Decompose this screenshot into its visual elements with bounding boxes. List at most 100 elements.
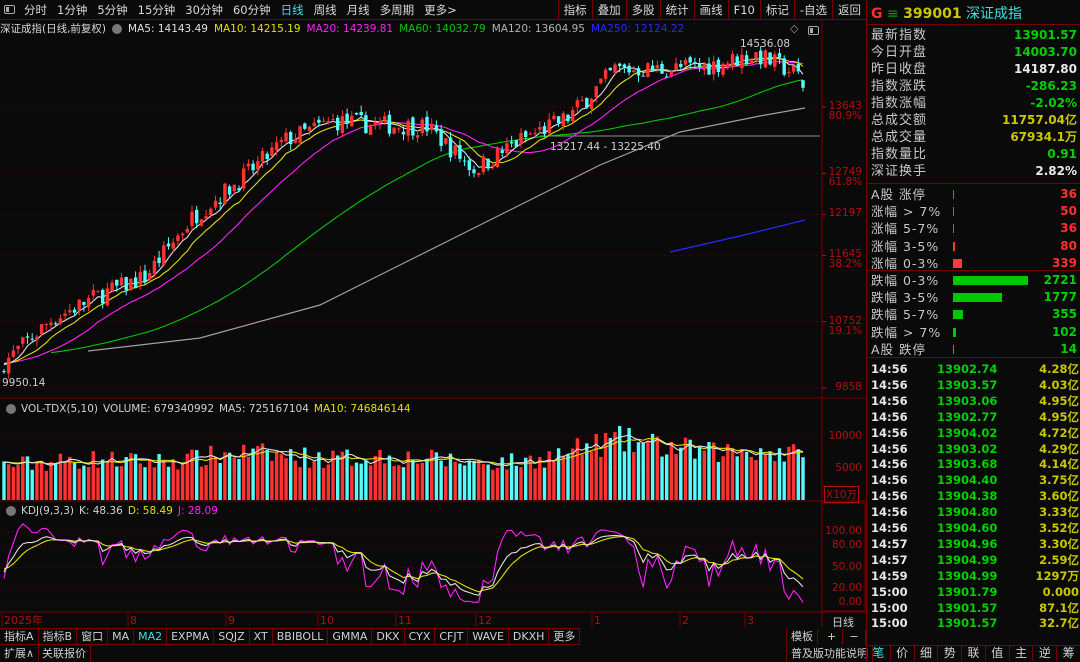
- stat-label: 深证换手: [871, 164, 928, 179]
- date-label: 2: [682, 614, 689, 627]
- volume-bar: [199, 466, 204, 500]
- toolbar-button[interactable]: -自选: [793, 0, 832, 20]
- toolbar-button[interactable]: 返回: [832, 0, 866, 20]
- indicator-tab[interactable]: MA2: [134, 629, 168, 644]
- indicator-tab[interactable]: BBIBOLL: [273, 629, 329, 644]
- quote-tab[interactable]: 值: [986, 646, 1010, 661]
- period-tab[interactable]: 更多>: [424, 2, 457, 17]
- stat-value: 67934.1万: [1010, 130, 1077, 144]
- ma5-line: [3, 56, 804, 366]
- volume-bar: [185, 453, 189, 500]
- expand-button[interactable]: 扩展∧: [0, 646, 40, 662]
- candle-body: [448, 137, 453, 158]
- quote-tab[interactable]: 细: [915, 646, 939, 661]
- toolbar-button[interactable]: 标记: [759, 0, 794, 20]
- period-tab[interactable]: 日线: [280, 2, 304, 17]
- stat-label: 指数涨跌: [871, 79, 928, 94]
- menu-icon[interactable]: ≡: [886, 6, 899, 22]
- toolbar-button[interactable]: 画线: [693, 0, 728, 20]
- kdj-indicator-name[interactable]: KDJ(9,3,3): [21, 505, 74, 517]
- candle-body: [270, 147, 274, 156]
- candle-body: [679, 64, 683, 67]
- period-tab[interactable]: 30分钟: [185, 2, 223, 17]
- toolbar-button[interactable]: F10: [727, 0, 760, 20]
- candle-body: [618, 63, 622, 66]
- indicator-tab[interactable]: GMMA: [328, 629, 373, 644]
- window-toggle-icon[interactable]: [4, 5, 15, 14]
- diamond-icon[interactable]: ◇: [790, 22, 799, 35]
- candle-body: [585, 97, 589, 108]
- period-tab[interactable]: 5分钟: [97, 2, 128, 17]
- volume-bar: [495, 467, 500, 500]
- indicator-tab[interactable]: DKX: [372, 629, 405, 644]
- volume-bar: [486, 464, 490, 500]
- period-tab[interactable]: 1分钟: [57, 2, 88, 17]
- panel-toggle-icon[interactable]: [808, 26, 819, 35]
- indicator-tab[interactable]: CYX: [405, 629, 436, 644]
- volume-bar: [632, 452, 636, 500]
- indicator-tab[interactable]: WAVE: [468, 629, 509, 644]
- template-button[interactable]: 模板: [786, 629, 818, 645]
- volume-indicator-name[interactable]: VOL-TDX(5,10): [21, 403, 99, 415]
- candle-body: [636, 68, 641, 76]
- volume-bar: [180, 463, 185, 500]
- zoom-in-button[interactable]: +: [821, 629, 843, 645]
- up-row: 涨幅 3-5% 80: [869, 238, 1079, 255]
- quote-tab[interactable]: 价: [891, 646, 915, 661]
- related-quotes-button[interactable]: 关联报价: [38, 646, 91, 662]
- period-tab[interactable]: 周线: [313, 2, 337, 17]
- volume-bar: [467, 460, 471, 500]
- indicator-tab[interactable]: XT: [250, 629, 273, 644]
- toolbar-button[interactable]: 多股: [625, 0, 660, 20]
- candle-body: [171, 242, 175, 249]
- up-bar: [953, 207, 955, 217]
- tick-amount: 3.60亿: [1039, 489, 1079, 504]
- volume-bar: [477, 459, 481, 500]
- candle-body: [293, 139, 298, 143]
- indicator-tab[interactable]: 指标B: [39, 629, 78, 644]
- volume-bar: [157, 454, 161, 500]
- indicator-tab[interactable]: MA: [108, 629, 135, 644]
- indicator-tab[interactable]: CFJT: [435, 629, 469, 644]
- indicator-tab[interactable]: DKXH: [509, 629, 550, 644]
- candle-body: [110, 282, 114, 292]
- quote-tab[interactable]: 笔: [867, 646, 891, 661]
- chevron-down-icon[interactable]: [6, 404, 16, 414]
- help-button[interactable]: 普及版功能说明: [786, 646, 873, 662]
- indicator-tab[interactable]: 指标A: [0, 629, 39, 644]
- period-tab[interactable]: 15分钟: [137, 2, 176, 17]
- volume-bar: [679, 447, 683, 500]
- chevron-down-icon[interactable]: [112, 23, 123, 34]
- volume-bar: [392, 465, 396, 500]
- date-label: 11: [398, 614, 412, 627]
- down-count: 2721: [1043, 273, 1077, 287]
- quote-tab[interactable]: 主: [1010, 646, 1034, 661]
- quote-tab[interactable]: 势: [938, 646, 963, 661]
- candle-body: [378, 121, 382, 123]
- candle-body: [514, 140, 518, 147]
- quote-tab[interactable]: 逆: [1033, 646, 1058, 661]
- period-tab[interactable]: 60分钟: [232, 2, 271, 17]
- toolbar-button[interactable]: 叠加: [591, 0, 626, 20]
- toolbar-button[interactable]: 指标: [557, 0, 592, 20]
- period-tab[interactable]: 分时: [24, 2, 47, 17]
- indicator-tab[interactable]: SQJZ: [214, 629, 250, 644]
- candle-body: [712, 61, 716, 75]
- volume-bar: [655, 436, 659, 500]
- indicator-tab[interactable]: EXPMA: [167, 629, 215, 644]
- quote-tab[interactable]: 筹: [1057, 646, 1080, 661]
- stat-value: 11757.04亿: [1001, 113, 1077, 127]
- indicator-tab[interactable]: 窗口: [77, 629, 109, 644]
- period-tab[interactable]: 多周期: [379, 2, 415, 17]
- quote-tab[interactable]: 联: [962, 646, 986, 661]
- candle-body: [467, 160, 471, 171]
- period-tab[interactable]: 月线: [346, 2, 370, 17]
- volume-bar: [96, 467, 100, 500]
- toolbar-button[interactable]: 统计: [659, 0, 694, 20]
- candle-body: [16, 345, 20, 350]
- chevron-down-icon[interactable]: [6, 506, 16, 516]
- ma20-line: [3, 61, 804, 364]
- indicator-tab[interactable]: 更多: [549, 629, 581, 644]
- zoom-out-button[interactable]: −: [843, 629, 866, 645]
